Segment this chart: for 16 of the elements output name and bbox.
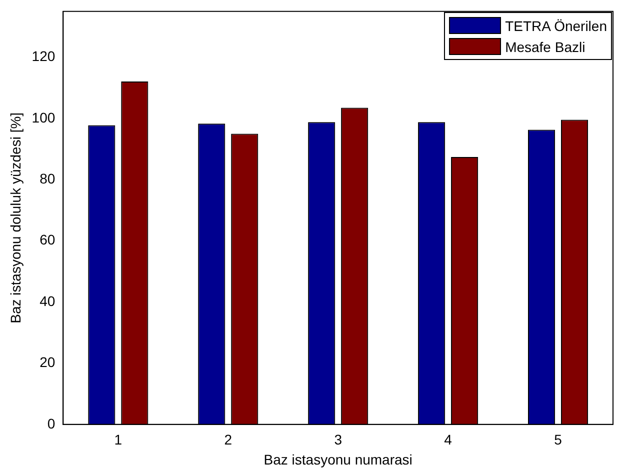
x-tick-label: 2 <box>224 432 232 448</box>
y-tick-label: 20 <box>40 354 56 370</box>
y-tick-label: 60 <box>40 232 56 248</box>
y-tick-label: 120 <box>32 48 56 64</box>
y-axis-title: Baz istasyonu doluluk yüzdesi [%] <box>7 112 24 324</box>
x-tick-label: 1 <box>114 432 122 448</box>
x-axis-title: Baz istasyonu numarasi <box>264 451 412 468</box>
x-tick-label: 4 <box>444 432 452 448</box>
x-tick-label: 5 <box>554 432 562 448</box>
y-tick-label: 80 <box>40 170 56 187</box>
x-tick-label: 3 <box>334 432 342 448</box>
y-tick-label: 0 <box>47 415 56 432</box>
y-tick-label: 40 <box>40 292 56 309</box>
legend-label: Mesafe Bazli <box>505 38 586 55</box>
legend-label: TETRA Önerilen <box>505 18 607 34</box>
y-tick-label: 100 <box>32 109 56 126</box>
